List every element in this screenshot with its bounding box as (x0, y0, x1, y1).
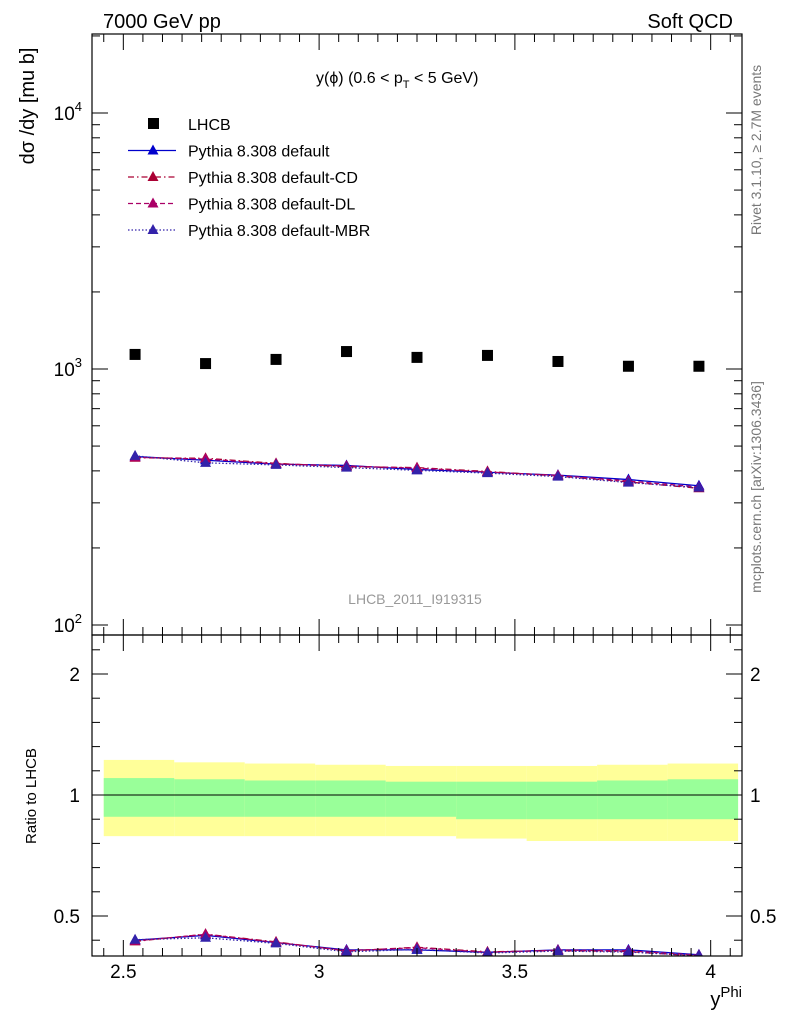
tick-label-exponent: 2 (75, 611, 82, 626)
ratio-triangle-marker (482, 947, 493, 956)
lhcb-data-point (481, 349, 493, 361)
mc-triangle-marker (200, 456, 212, 467)
header-right-label: Soft QCD (647, 11, 733, 33)
legend-item: Pythia 8.308 default-CD (128, 170, 358, 187)
legend-label: Pythia 8.308 default-MBR (188, 223, 370, 240)
mc-triangle-marker (693, 481, 705, 492)
mcplots-source-label: mcplots.cern.ch [arXiv:1306.3436] (748, 381, 764, 593)
legend-item: LHCB (148, 117, 231, 134)
legend-item: Pythia 8.308 default (128, 144, 330, 161)
ratio-triangle-marker (341, 945, 353, 956)
ratio-triangle-marker (552, 945, 564, 956)
main-y-tick-label: 104 (54, 99, 82, 125)
ratio-y-tick-label-right: 1 (750, 786, 761, 807)
mc-triangle-marker (481, 467, 493, 478)
ratio-inner-band (103, 778, 175, 817)
mc-triangle-marker (270, 458, 282, 469)
x-axis-label: yPhi (710, 984, 742, 1011)
lhcb-data-point (341, 346, 353, 358)
ratio-tick-labels: 0.5 0.5 1 1 2 2 (54, 665, 777, 928)
ratio-uncertainty-bands (103, 759, 739, 841)
legend-label: Pythia 8.308 default-DL (188, 197, 355, 214)
title-prefix: y(ϕ) (0.6 < p (316, 70, 403, 87)
x-tick-label: 2.5 (110, 962, 136, 983)
ratio-triangle-marker (270, 937, 282, 948)
ratio-triangle-marker (622, 946, 634, 956)
analysis-watermark: LHCB_2011_I919315 (348, 591, 482, 607)
legend-item: Pythia 8.308 default-MBR (128, 223, 370, 240)
legend-triangle-marker (147, 197, 159, 208)
ratio-axis-ticks (92, 635, 742, 956)
main-y-axis-label: dσ /dy [mu b] (17, 48, 39, 165)
x-axis-label-superscript: Phi (720, 984, 742, 1001)
ratio-triangle-marker (129, 933, 141, 944)
ratio-inner-band (244, 780, 316, 817)
tick-label-exponent: 3 (75, 355, 82, 370)
ratio-y-tick-label-right: 0.5 (750, 907, 776, 928)
ratio-inner-band (597, 780, 668, 820)
ratio-series-4 (129, 931, 703, 956)
ratio-inner-band (385, 781, 457, 817)
x-axis-label-base: y (710, 989, 720, 1011)
rivet-version-label: Rivet 3.1.10, ≥ 2.7M events (748, 65, 764, 235)
x-tick-label: 3 (314, 962, 325, 983)
tick-label-base: 10 (54, 616, 75, 637)
ratio-y-tick-label-left: 1 (69, 786, 80, 807)
ratio-inner-band (315, 780, 386, 817)
ratio-y-tick-label-left: 0.5 (54, 907, 80, 928)
legend-label: LHCB (188, 117, 231, 134)
legend-item: Pythia 8.308 default-DL (128, 197, 355, 214)
main-chart-title: y(ϕ) (0.6 < pT < 5 GeV) (316, 70, 478, 91)
main-series-group (129, 346, 705, 493)
ratio-y-tick-label-right: 2 (750, 665, 761, 686)
ratio-inner-band (667, 779, 739, 820)
ratio-panel: 0.5 0.5 1 1 2 2 Ratio to LHCB 2.5 3 3.5 4 yPhi (23, 634, 777, 1011)
main-y-tick-label: 102 (54, 611, 82, 637)
title-subscript: T (403, 79, 410, 91)
legend-triangle-marker (147, 224, 159, 234)
ratio-plot-frame (91, 634, 743, 957)
lhcb-data-point (270, 353, 282, 365)
mc-triangle-marker (552, 470, 564, 481)
header-left-label: 7000 GeV pp (103, 11, 221, 33)
title-suffix: < 5 GeV) (410, 70, 479, 87)
ratio-triangle-marker (695, 949, 703, 956)
main-axis-ticks (92, 34, 742, 635)
lhcb-data-point (693, 360, 705, 372)
lhcb-data-point (411, 351, 423, 363)
lhcb-data-point (622, 360, 634, 372)
legend-label: Pythia 8.308 default (188, 144, 330, 161)
x-tick-label: 3.5 (502, 962, 528, 983)
main-y-tick-label: 103 (54, 355, 82, 381)
lhcb-data-point (129, 348, 141, 360)
mc-triangle-marker (341, 461, 353, 472)
lhcb-data-point (200, 358, 212, 370)
mc-triangle-marker (411, 464, 423, 475)
x-tick-label: 4 (705, 962, 716, 983)
ratio-inner-band (526, 781, 598, 820)
ratio-inner-band (456, 781, 527, 820)
series-pythia-4 (129, 449, 705, 492)
ratio-triangle-marker (200, 931, 212, 942)
legend-triangle-marker (147, 171, 159, 181)
series-lhcb (129, 346, 705, 372)
ratio-inner-band (174, 779, 245, 817)
legend-square-marker (148, 118, 159, 129)
x-tick-labels: 2.5 3 3.5 4 (110, 962, 716, 983)
tick-label-base: 10 (54, 360, 75, 381)
tick-label-exponent: 4 (75, 99, 82, 114)
legend-label: Pythia 8.308 default-CD (188, 170, 358, 187)
mc-triangle-marker (622, 476, 634, 487)
ratio-y-axis-label: Ratio to LHCB (23, 748, 40, 844)
lhcb-data-point (552, 355, 564, 367)
ratio-y-tick-label-left: 2 (69, 665, 80, 686)
tick-label-base: 10 (54, 104, 75, 125)
legend: LHCB Pythia 8.308 default Pythia 8.308 def… (128, 117, 370, 240)
mc-triangle-marker (129, 449, 141, 460)
legend-triangle-marker (147, 144, 159, 155)
